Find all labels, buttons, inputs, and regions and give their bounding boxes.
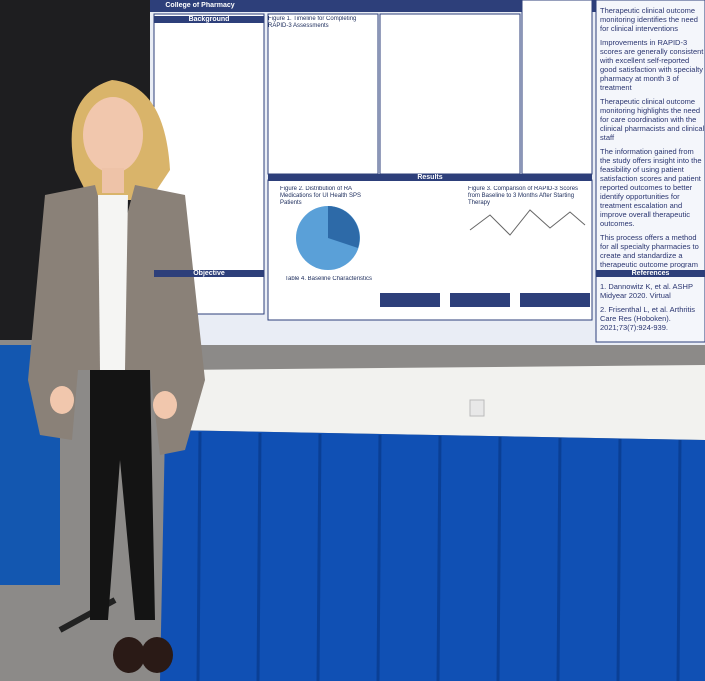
poster-panel <box>379 13 521 175</box>
section-heading: Objective <box>154 270 264 277</box>
poster-panel <box>267 13 379 175</box>
section-heading: References <box>596 270 705 277</box>
poster-callout <box>520 293 590 307</box>
shoe <box>141 637 173 673</box>
reference-item: 1. Dannowitz K, et al. ASHP Midyear 2020… <box>600 282 693 300</box>
skirt-pleats <box>196 431 682 681</box>
conclusion-bullet: Improvements in RAPID-3 scores are gener… <box>600 38 704 92</box>
neck <box>102 168 124 193</box>
figure-caption: Figure 1. Timeline for Completing RAPID-… <box>268 16 357 29</box>
conclusion-bullet: Therapeutic clinical outcome monitoring … <box>600 6 698 33</box>
figure-caption: Figure 2. Distribution of RA Medications… <box>280 186 362 206</box>
poster-panel <box>595 0 705 343</box>
white-top <box>98 195 128 370</box>
conclusion-bullet: This process offers a method for all spe… <box>600 233 699 268</box>
conclusions: Therapeutic clinical outcome monitoring … <box>600 6 705 268</box>
reference-item: 2. Frisenthal L, et al. Arthritis Care R… <box>600 305 696 332</box>
references: 1. Dannowitz K, et al. ASHP Midyear 2020… <box>600 282 705 338</box>
trousers <box>90 370 155 620</box>
poster-callout <box>450 293 510 307</box>
table-skirt <box>160 430 705 681</box>
conclusion-bullet: The information gained from the study of… <box>600 147 702 228</box>
poster-panel <box>521 0 593 175</box>
hand <box>50 386 74 414</box>
section-heading: Background <box>154 16 264 23</box>
face <box>83 97 143 173</box>
poster-callout <box>380 293 440 307</box>
reference-item: 3. Singh JA, et al. Arthritis Care Res (… <box>600 337 705 338</box>
pie-slice <box>328 206 360 248</box>
hand <box>153 391 177 419</box>
conclusion-bullet: Therapeutic clinical outcome monitoring … <box>600 97 705 142</box>
figure-caption: Figure 3. Comparison of RAPID-3 Scores f… <box>468 186 579 206</box>
section-heading: Results <box>268 174 592 181</box>
table-caption: Table 4. Baseline Characteristics <box>285 276 373 282</box>
cup <box>469 399 485 417</box>
table-top <box>170 365 705 440</box>
shoe <box>113 637 145 673</box>
poster-line-chart <box>469 209 586 236</box>
poster-header: College of Pharmacy <box>150 2 250 9</box>
